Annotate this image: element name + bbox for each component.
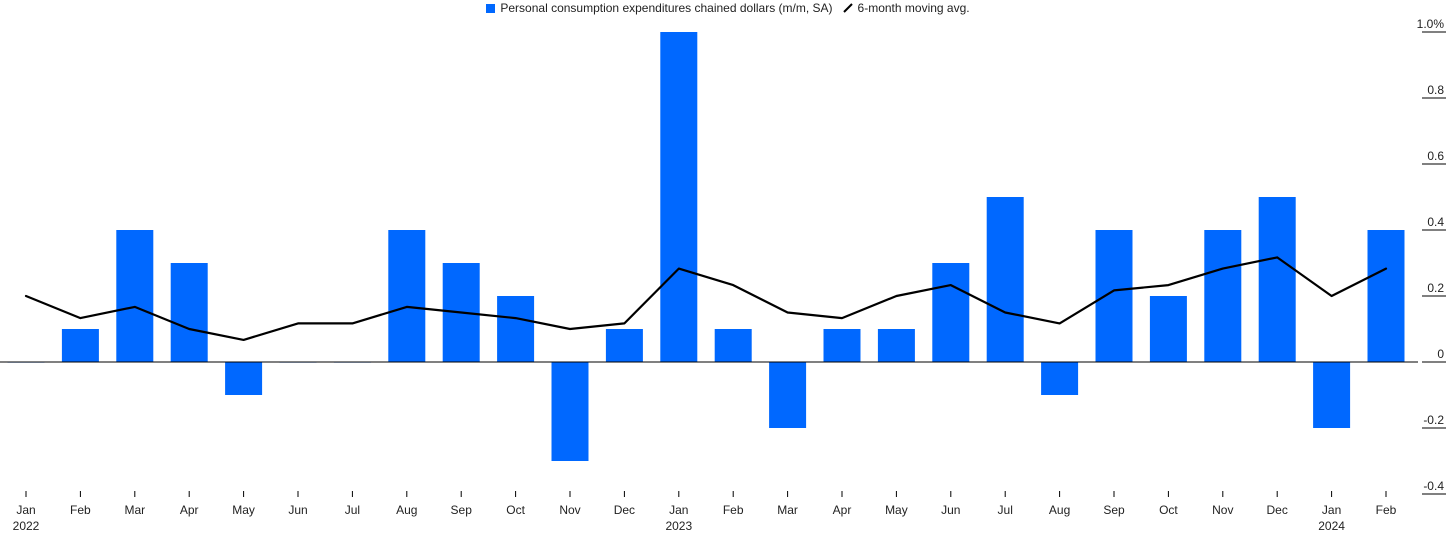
x-tick-label-17: Jun (941, 503, 960, 517)
x-tick-label-22: Nov (1212, 503, 1233, 517)
x-tick-label-9: Oct (506, 503, 525, 517)
bar-3 (170, 263, 208, 362)
legend-item-moving-avg: 6-month moving avg. (842, 1, 970, 15)
bars-layer (7, 32, 1405, 461)
x-tick-label-7: Aug (396, 503, 417, 517)
bar-13 (714, 329, 752, 362)
legend-line-swatch (842, 3, 853, 13)
x-tick-label-24: Jan (1322, 503, 1341, 517)
legend-label-moving-avg: 6-month moving avg. (857, 1, 970, 15)
x-tick-label-25: Feb (1376, 503, 1397, 517)
x-tick-label-21: Oct (1159, 503, 1178, 517)
bar-18 (986, 197, 1024, 362)
x-axis: Jan Feb Mar Apr May Jun Jul Aug Sep Oct Nov Dec Jan F… (13, 491, 1397, 533)
x-tick-label-11: Dec (614, 503, 635, 517)
y-tick-label-0: 1.0% (1417, 17, 1445, 31)
x-tick-label-18: Jul (998, 503, 1013, 517)
bar-23 (1258, 197, 1296, 362)
bar-11 (605, 329, 643, 362)
y-tick-label-2: 0.6 (1427, 149, 1444, 163)
bar-9 (497, 296, 535, 362)
bar-4 (225, 362, 263, 395)
y-axis: 1.0% 0.8 0.6 0.4 0.2 0 -0.2 -0.4 (1417, 17, 1446, 495)
bar-14 (769, 362, 807, 428)
bar-17 (932, 263, 970, 362)
bar-10 (551, 362, 589, 461)
bar-19 (1041, 362, 1079, 395)
x-tick-label-3: Apr (180, 503, 199, 517)
x-tick-label-8: Sep (451, 503, 473, 517)
legend-item-pce: Personal consumption expenditures chaine… (486, 1, 833, 15)
bar-20 (1095, 230, 1133, 362)
bar-2 (116, 230, 154, 362)
y-tick-label-4: 0.2 (1427, 281, 1444, 295)
x-tick-label-14: Mar (777, 503, 798, 517)
x-tick-label-16: May (885, 503, 908, 517)
x-year-label-2024: 2024 (1318, 519, 1345, 533)
bar-24 (1313, 362, 1351, 428)
moving-avg-layer (24, 256, 1388, 341)
legend: Personal consumption expenditures chaine… (0, 0, 1456, 16)
x-tick-label-5: Jun (288, 503, 307, 517)
bar-25 (1367, 230, 1405, 362)
x-tick-label-23: Dec (1267, 503, 1288, 517)
bar-21 (1149, 296, 1187, 362)
x-tick-label-10: Nov (559, 503, 580, 517)
bar-12 (660, 32, 698, 362)
y-tick-label-3: 0.4 (1427, 215, 1444, 229)
x-tick-label-6: Jul (345, 503, 360, 517)
bar-15 (823, 329, 861, 362)
moving-avg-line (24, 256, 1388, 341)
bar-1 (61, 329, 99, 362)
x-tick-label-12: Jan (669, 503, 688, 517)
x-tick-label-1: Feb (70, 503, 91, 517)
x-tick-label-13: Feb (723, 503, 744, 517)
x-tick-label-20: Sep (1103, 503, 1125, 517)
bar-22 (1204, 230, 1242, 362)
bar-16 (877, 329, 915, 362)
x-tick-label-2: Mar (124, 503, 145, 517)
x-tick-label-19: Aug (1049, 503, 1070, 517)
x-year-label-2022: 2022 (13, 519, 40, 533)
x-tick-label-15: Apr (833, 503, 852, 517)
legend-label-pce: Personal consumption expenditures chaine… (500, 1, 833, 15)
y-tick-label-6: -0.2 (1423, 413, 1444, 427)
x-year-label-2023: 2023 (665, 519, 692, 533)
y-tick-label-1: 0.8 (1427, 83, 1444, 97)
legend-bar-swatch (486, 3, 496, 13)
x-tick-label-0: Jan (16, 503, 35, 517)
y-tick-label-7: -0.4 (1423, 479, 1444, 493)
x-tick-label-4: May (232, 503, 255, 517)
bar-7 (388, 230, 426, 362)
y-tick-label-5: 0 (1437, 347, 1444, 361)
